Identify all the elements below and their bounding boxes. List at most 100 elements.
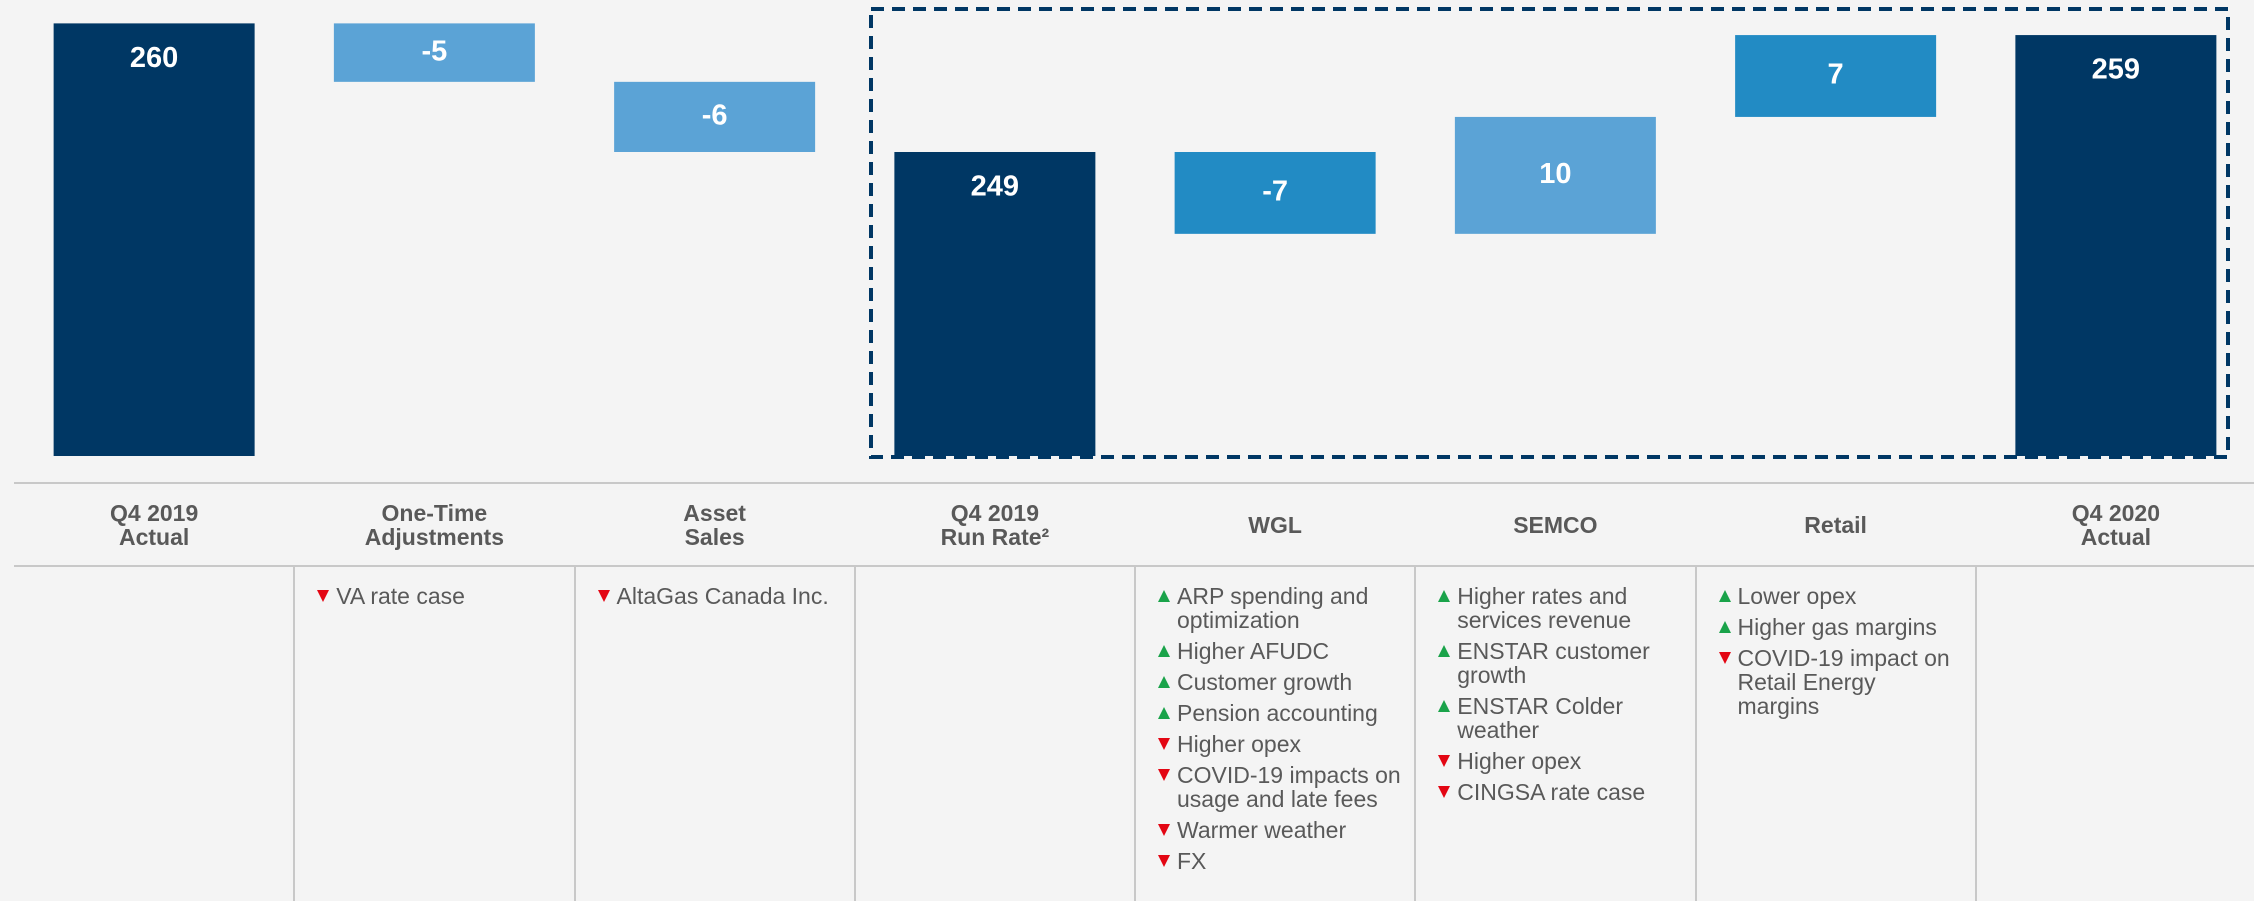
driver-text: Higher opex (1177, 731, 1302, 757)
bar-label: 260 (130, 42, 178, 74)
bar (1174, 152, 1376, 234)
arrow-shape (1158, 824, 1170, 836)
column-divider (1414, 566, 1417, 901)
bar-label: -5 (421, 35, 447, 67)
category-line: Run Rate² (940, 523, 1050, 550)
arrow-shape (1158, 590, 1170, 602)
arrow-shape (1438, 590, 1451, 602)
bar (53, 23, 255, 457)
column-divider (1694, 566, 1697, 901)
driver-text: ENSTAR Colder weather (1457, 693, 1623, 743)
driver-text: COVID-19 impact on Retail Energy margins (1737, 645, 1950, 719)
driver-item: Pension accounting (1157, 701, 1401, 725)
driver-item: FX (1157, 849, 1401, 873)
arrow-shape (1158, 676, 1170, 688)
driver-item: ARP spending and optimization (1157, 584, 1401, 632)
category-line: Actual (118, 523, 190, 550)
category-label: SEMCO (1415, 483, 1695, 566)
arrow-shape (1718, 652, 1731, 664)
driver-item: Higher gas margins (1718, 615, 1962, 639)
chart: 260 -5 -6 249 -7 10 7 259 (53, 7, 2230, 459)
arrow-shape (1438, 645, 1451, 657)
bar-label: 7 (1828, 59, 1844, 91)
category-line: Q4 2019 (110, 499, 199, 526)
driver-item: COVID-19 impacts on usage and late fees (1157, 763, 1401, 811)
up-arrow (1158, 590, 1170, 602)
arrow-shape (1718, 621, 1731, 633)
highlight-box (869, 7, 2230, 459)
column-divider (1974, 566, 1977, 901)
arrow-shape (1158, 738, 1170, 750)
bar-label: -6 (702, 100, 728, 132)
driver-text: Higher AFUDC (1177, 638, 1330, 664)
category-line: SEMCO (1513, 511, 1598, 538)
bar (1454, 116, 1656, 234)
down-arrow (597, 590, 610, 602)
driver-text: Lower opex (1737, 583, 1857, 609)
category-label: Q4 2020 Actual (1976, 483, 2254, 566)
down-arrow (317, 590, 330, 602)
up-arrow (1438, 645, 1451, 657)
up-arrow (1718, 621, 1731, 633)
table-rule (14, 482, 2254, 484)
driver-text: Higher rates and services revenue (1457, 583, 1632, 633)
driver-item: Higher opex (1437, 749, 1681, 773)
bar-label: 249 (971, 171, 1019, 203)
driver-item: Warmer weather (1157, 818, 1401, 842)
arrow-shape (1158, 769, 1170, 781)
arrow-shape (1438, 786, 1451, 798)
category-line: Q4 2020 (2071, 499, 2160, 526)
driver-text: FX (1177, 848, 1207, 874)
down-arrow (1158, 855, 1170, 867)
category-label: Q4 2019 Actual (14, 483, 294, 566)
up-arrow (1438, 590, 1451, 602)
category-line: Q4 2019 (950, 499, 1039, 526)
driver-text: COVID-19 impacts on usage and late fees (1177, 762, 1401, 812)
arrow-shape (317, 590, 330, 602)
driver-item: Higher AFUDC (1157, 639, 1401, 663)
down-arrow (1158, 769, 1170, 781)
driver-text: ENSTAR customer growth (1457, 638, 1650, 688)
driver-text: Higher opex (1457, 748, 1582, 774)
arrow-shape (597, 590, 610, 602)
arrow-shape (1158, 707, 1170, 719)
driver-list: ARP spending and optimization Higher AFUD… (1135, 584, 1415, 880)
driver-text: VA rate case (336, 583, 465, 609)
category-line: WGL (1248, 511, 1302, 538)
down-arrow (1438, 755, 1451, 767)
up-arrow (1158, 676, 1170, 688)
category-label: Retail (1696, 483, 1976, 566)
driver-item: Higher rates and services revenue (1437, 584, 1681, 632)
bar (894, 152, 1096, 456)
arrow-shape (1718, 590, 1731, 602)
driver-list: AltaGas Canada Inc. (575, 584, 855, 615)
down-arrow (1438, 786, 1451, 798)
category-line: One-Time (381, 499, 488, 526)
bar-label: 259 (2092, 54, 2140, 86)
driver-item: AltaGas Canada Inc. (597, 584, 841, 608)
driver-text: Warmer weather (1177, 817, 1347, 843)
arrow-shape (1158, 645, 1170, 657)
driver-text: CINGSA rate case (1457, 779, 1646, 805)
down-arrow (1158, 824, 1170, 836)
bar (333, 23, 535, 82)
column-divider (853, 566, 856, 901)
driver-text: ARP spending and optimization (1177, 583, 1369, 633)
driver-list: Lower opex Higher gas margins COVID-19 imp… (1696, 584, 1976, 725)
driver-item: ENSTAR customer growth (1437, 639, 1681, 687)
category-line: Actual (2080, 523, 2152, 550)
driver-item: COVID-19 impact on Retail Energy margins (1718, 646, 1962, 718)
up-arrow (1158, 645, 1170, 657)
arrow-shape (1438, 700, 1451, 712)
up-arrow (1158, 707, 1170, 719)
bar (2015, 35, 2217, 456)
driver-item: CINGSA rate case (1437, 780, 1681, 804)
category-line: Asset (683, 499, 746, 526)
column-divider (293, 566, 296, 901)
up-arrow (1438, 700, 1451, 712)
up-arrow (1718, 590, 1731, 602)
arrow-shape (1158, 855, 1170, 867)
category-label: One-Time Adjustments (294, 483, 574, 566)
bar (614, 81, 816, 152)
